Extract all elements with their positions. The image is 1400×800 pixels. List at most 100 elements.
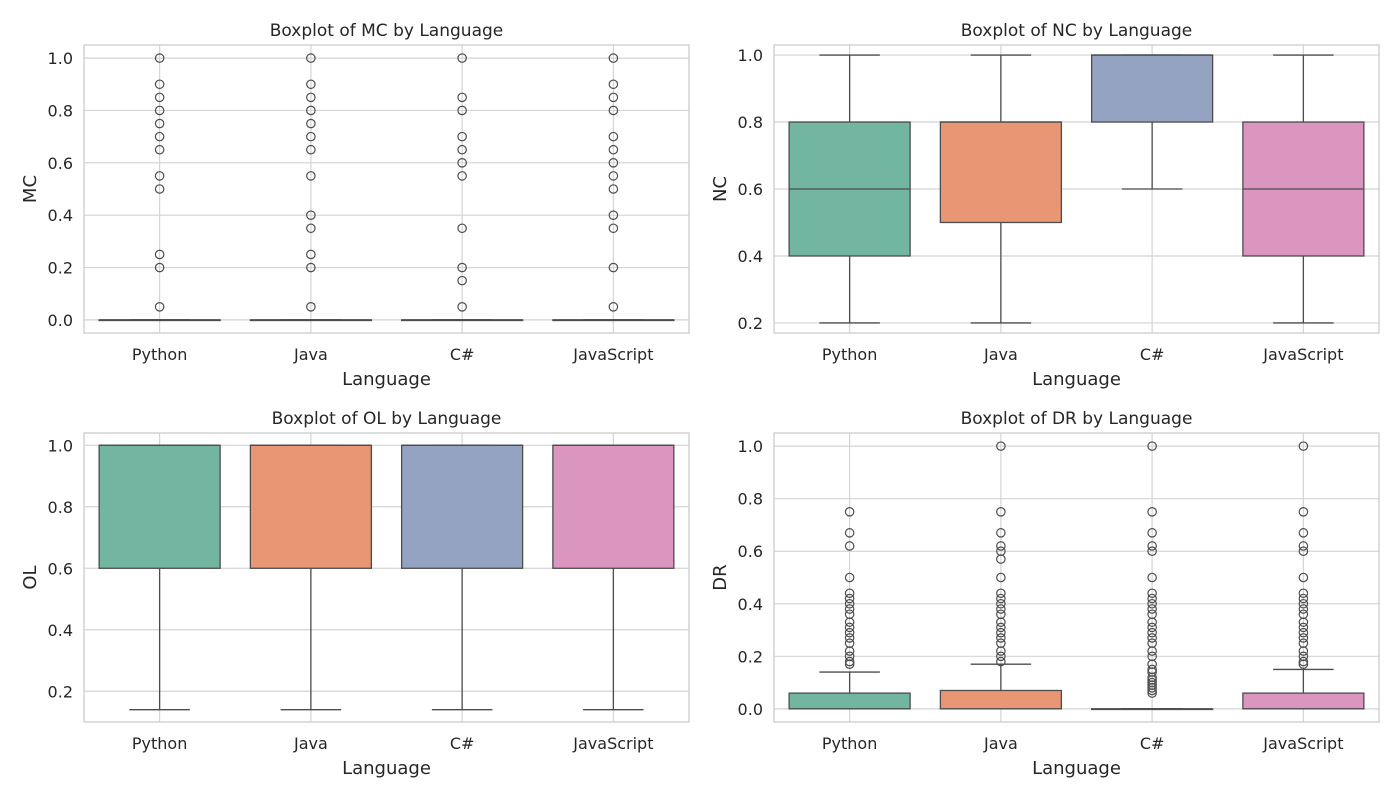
outlier-point: [996, 598, 1006, 609]
outlier-point: [608, 262, 619, 273]
outlier-point: [1298, 627, 1309, 638]
outlier-point: [996, 604, 1006, 614]
outlier-point: [1147, 633, 1157, 643]
chart-title: Boxplot of DR by Language: [961, 409, 1193, 429]
outlier-point: [306, 210, 316, 220]
outlier-point: [457, 275, 467, 286]
outlier-point: [1298, 593, 1309, 604]
x-tick-label: Java: [293, 734, 328, 753]
outlier-point: [608, 53, 619, 63]
y-axis-label: DR: [710, 564, 731, 590]
outlier-point: [1298, 622, 1309, 633]
outlier-point: [154, 131, 165, 142]
outlier-point: [996, 651, 1006, 662]
y-tick-label: 0.8: [48, 498, 73, 517]
outlier-point: [306, 223, 316, 234]
plot-frame: [773, 432, 1380, 723]
outlier-point: [1147, 541, 1157, 551]
outlier-point: [306, 92, 316, 103]
box-java: [939, 54, 1063, 324]
x-tick-label: JavaScript: [1262, 345, 1343, 364]
y-tick-label: 1.0: [48, 49, 73, 68]
outlier-point: [457, 223, 467, 234]
y-tick-label: 0.8: [738, 113, 763, 132]
outlier-point: [996, 627, 1006, 638]
outlier-point: [1147, 677, 1157, 688]
outlier-point: [306, 144, 316, 155]
x-axis-label: Language: [1032, 369, 1121, 390]
outlier-point: [608, 158, 619, 168]
outlier-point: [457, 131, 467, 142]
x-tick-label: C#: [1140, 345, 1165, 364]
box-java: [249, 53, 373, 322]
outlier-point: [457, 302, 467, 312]
outlier-point: [457, 158, 467, 168]
outlier-point: [608, 79, 619, 90]
y-axis-label: MC: [20, 175, 41, 203]
outlier-point: [608, 105, 619, 116]
outlier-point: [457, 92, 467, 103]
outlier-point: [608, 92, 619, 103]
outlier-point: [457, 105, 467, 116]
outlier-point: [154, 262, 165, 273]
outlier-point: [844, 598, 855, 609]
chart-title: Boxplot of NC by Language: [961, 21, 1193, 41]
plot-frame: [83, 432, 690, 723]
y-tick-label: 0.8: [48, 101, 73, 120]
chart-title: Boxplot of OL by Language: [272, 409, 502, 429]
outlier-point: [844, 593, 855, 604]
outlier-point: [306, 53, 316, 63]
box-iqr: [939, 121, 1063, 224]
y-tick-label: 1.0: [48, 436, 73, 455]
outlier-point: [306, 105, 316, 116]
box-javascript: [552, 444, 675, 711]
outlier-point: [996, 441, 1006, 451]
x-axis-label: Language: [342, 369, 431, 390]
outlier-point: [306, 118, 316, 129]
outlier-point: [1147, 572, 1157, 583]
outlier-point: [996, 633, 1006, 643]
box-python: [788, 54, 911, 324]
y-tick-label: 0.6: [48, 154, 73, 173]
outlier-point: [608, 184, 619, 194]
box-csharp: [1090, 441, 1214, 711]
outlier-point: [154, 53, 165, 63]
outlier-point: [1147, 528, 1157, 538]
outlier-point: [154, 92, 165, 103]
outlier-point: [1298, 638, 1309, 648]
chart-title: Boxplot of MC by Language: [270, 21, 503, 41]
box-csharp: [1090, 54, 1214, 190]
chart-panel-dr: 0.0 0.2 0.4 0.6 0.8 1.0 Python Java C# JavaScript…: [710, 409, 1380, 779]
outlier-point: [1147, 546, 1157, 557]
x-tick-label: Java: [983, 734, 1018, 753]
outlier-point: [154, 184, 165, 194]
y-tick-label: 0.4: [48, 621, 73, 640]
y-tick-label: 1.0: [738, 437, 763, 456]
box-java: [249, 444, 373, 711]
outlier-point: [1298, 528, 1309, 538]
outlier-point: [1147, 441, 1157, 451]
outlier-point: [1298, 651, 1309, 662]
outlier-point: [844, 528, 855, 538]
outlier-point: [154, 105, 165, 116]
outlier-point: [844, 651, 855, 662]
outlier-point: [306, 79, 316, 90]
box-iqr: [788, 692, 911, 710]
y-tick-label: 0.6: [738, 542, 763, 561]
outlier-point: [1298, 609, 1309, 620]
outlier-point: [1298, 598, 1309, 609]
outlier-point: [1298, 541, 1309, 551]
outlier-point: [608, 223, 619, 234]
outlier-point: [457, 171, 467, 181]
outlier-point: [844, 638, 855, 648]
outlier-point: [608, 131, 619, 142]
x-tick-label: C#: [450, 345, 475, 364]
x-tick-label: C#: [1140, 734, 1165, 753]
x-tick-label: Python: [132, 345, 187, 364]
outlier-point: [996, 507, 1006, 517]
outlier-point: [996, 528, 1006, 538]
outlier-point: [154, 249, 165, 260]
outlier-point: [844, 609, 855, 620]
x-tick-label: JavaScript: [572, 345, 653, 364]
